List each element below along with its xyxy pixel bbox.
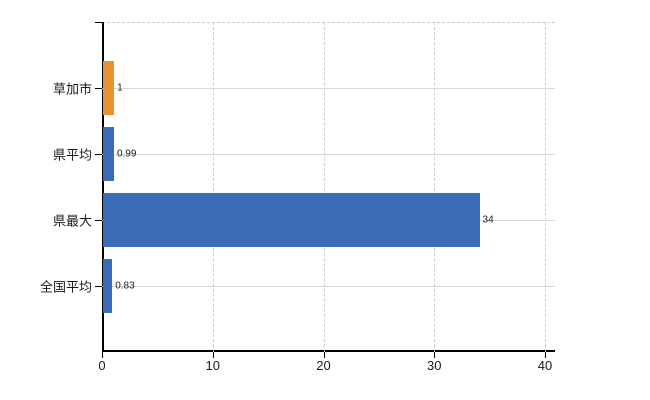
gridline-vertical [545, 22, 546, 352]
category-label: 県最大 [52, 213, 92, 229]
x-axis-tick [434, 352, 436, 358]
x-tick-label: 10 [205, 358, 220, 373]
gridline-vertical [434, 22, 436, 352]
bar-value-label: 34 [482, 214, 494, 226]
category-label: 草加市 [52, 81, 92, 97]
x-axis-tick [102, 352, 103, 358]
x-axis-tick [323, 352, 325, 358]
bar-default [103, 259, 113, 313]
x-axis-tick [212, 352, 214, 358]
y-axis-tick [95, 286, 102, 287]
y-axis-tick [95, 154, 102, 155]
x-tick-label: 20 [316, 358, 331, 373]
bar-highlighted [103, 61, 115, 115]
gridline-horizontal [102, 154, 555, 155]
x-axis-tick [545, 352, 546, 358]
x-tick-label: 0 [98, 358, 106, 373]
gridline-horizontal [102, 88, 555, 89]
y-axis-tick [95, 88, 102, 89]
y-axis-end-tick [95, 22, 102, 23]
gridline-vertical [212, 22, 214, 352]
bar-value-label: 0.83 [115, 280, 135, 292]
x-axis [102, 350, 555, 352]
bar-value-label: 1 [117, 82, 123, 94]
y-axis [102, 22, 104, 352]
bar-value-label: 0.99 [116, 148, 137, 160]
x-tick-label: 30 [427, 358, 442, 373]
gridline-vertical [323, 22, 325, 352]
category-label: 県平均 [52, 147, 92, 163]
y-axis-tick [95, 220, 102, 221]
bar-default [103, 193, 480, 247]
category-label: 全国平均 [39, 279, 92, 295]
plot-top-border [102, 22, 555, 23]
bar-default [103, 127, 114, 181]
plot-area: 1 0.99 34 0.83 [102, 22, 555, 352]
gridline-horizontal [102, 286, 555, 287]
x-tick-label: 40 [537, 358, 553, 373]
